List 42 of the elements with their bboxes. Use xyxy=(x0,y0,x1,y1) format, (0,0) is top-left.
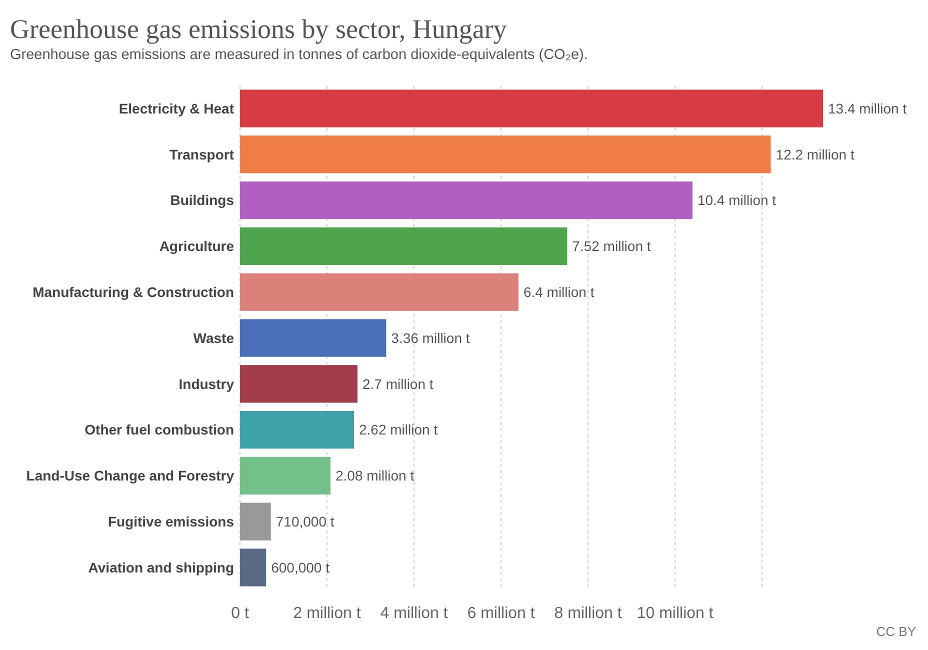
data-label: 7.52 million t xyxy=(572,238,651,254)
y-tick-label: Waste xyxy=(193,330,234,346)
bar xyxy=(240,136,771,174)
bar xyxy=(240,227,568,266)
bar xyxy=(240,365,358,403)
data-label: 2.7 million t xyxy=(362,376,434,392)
chart-title: Greenhouse gas emissions by sector, Hungary xyxy=(10,14,508,44)
chart-subtitle: Greenhouse gas emissions are measured in tonnes of carbon dioxide-equivalents (CO₂e). xyxy=(10,47,588,63)
y-tick-label: Aviation and shipping xyxy=(88,559,234,576)
y-tick-label: Land-Use Change and Forestry xyxy=(26,468,234,484)
x-tick-label: 6 million t xyxy=(467,605,536,622)
bar xyxy=(240,90,823,128)
x-tick-label: 10 million t xyxy=(636,605,714,622)
bar xyxy=(240,181,692,220)
y-tick-label: Other fuel combustion xyxy=(84,422,234,438)
data-label: 10.4 million t xyxy=(697,192,776,208)
x-tick-label: 4 million t xyxy=(380,605,448,622)
y-tick-label: Manufacturing & Construction xyxy=(32,284,234,300)
data-label: 3.36 million t xyxy=(391,330,470,346)
bar xyxy=(240,456,330,495)
bar xyxy=(240,273,518,311)
y-tick-label: Agriculture xyxy=(159,238,234,254)
y-tick-label: Transport xyxy=(169,146,234,162)
y-tick-label: Fugitive emissions xyxy=(108,514,234,530)
bar xyxy=(240,410,354,449)
bar xyxy=(240,548,266,586)
data-label: 710,000 t xyxy=(276,514,334,530)
y-tick-label: Industry xyxy=(178,376,234,392)
y-tick-label: Electricity & Heat xyxy=(118,100,234,116)
data-label: 6.4 million t xyxy=(523,284,594,300)
bar xyxy=(240,502,271,540)
x-tick-label: 0 t xyxy=(231,605,250,622)
data-label: 2.08 million t xyxy=(335,468,414,484)
data-label: 600,000 t xyxy=(271,559,330,576)
x-tick-label: 8 million t xyxy=(554,605,622,622)
data-label: 12.2 million t xyxy=(776,146,854,162)
data-label: 13.4 million t xyxy=(828,100,907,116)
text: CC BY xyxy=(876,624,916,639)
y-tick-label: Buildings xyxy=(170,192,234,208)
data-label: 2.62 million t xyxy=(358,422,438,438)
x-tick-label: 2 million t xyxy=(293,605,362,622)
bar xyxy=(240,319,386,357)
